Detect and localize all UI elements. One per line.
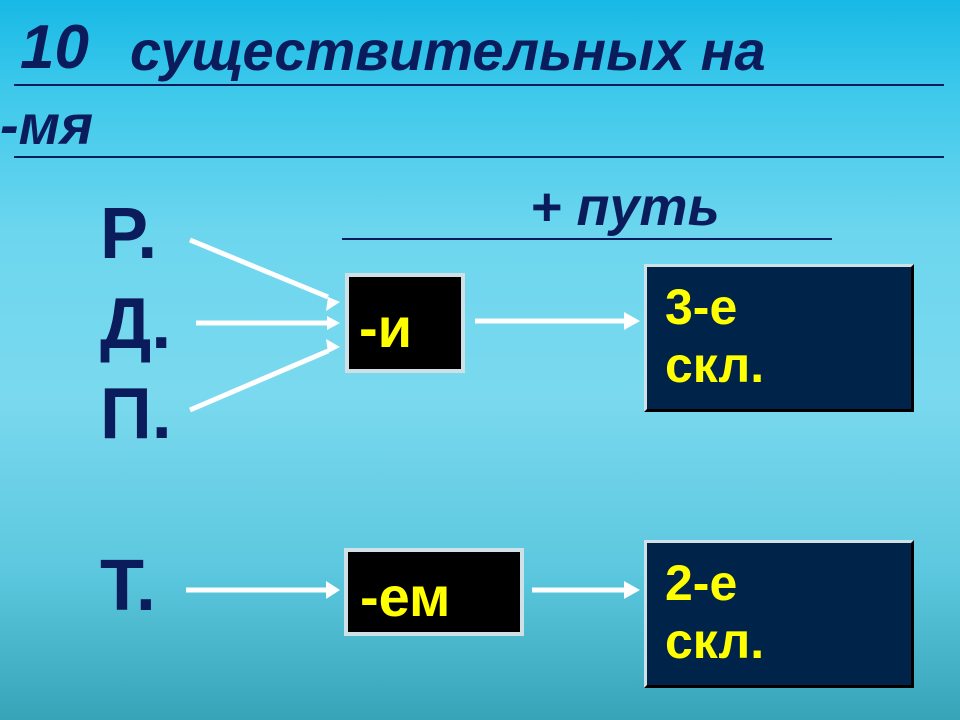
declension-3-box: 3-е скл.: [644, 264, 914, 412]
declension-3-line2: скл.: [665, 337, 893, 395]
declension-2-line1: 2-е: [665, 555, 893, 613]
suffix-em-text: -ем: [360, 564, 450, 629]
suffix-i-text: -и: [359, 295, 412, 360]
declension-2-box: 2-е скл.: [644, 540, 914, 688]
declension-2-line2: скл.: [665, 613, 893, 671]
slide: 10 существительных на -мя + путь Р. Д. П…: [0, 0, 960, 720]
declension-3-line1: 3-е: [665, 279, 893, 337]
suffix-box-em: -ем: [344, 548, 524, 636]
suffix-box-i: -и: [345, 273, 465, 373]
